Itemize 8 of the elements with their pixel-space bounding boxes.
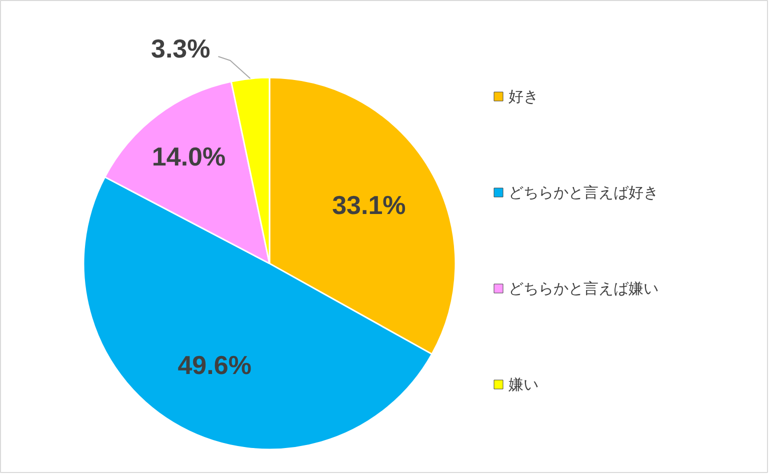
legend-label: どちらかと言えば好き	[508, 184, 658, 202]
data-label: 33.1%	[332, 190, 406, 220]
data-label: 3.3%	[150, 34, 210, 64]
legend-label: 嫌い	[508, 376, 538, 394]
legend-label: どちらかと言えば嫌い	[508, 280, 658, 298]
data-label: 49.6%	[178, 350, 252, 380]
data-label: 14.0%	[152, 142, 226, 172]
legend-label: 好き	[508, 88, 538, 106]
